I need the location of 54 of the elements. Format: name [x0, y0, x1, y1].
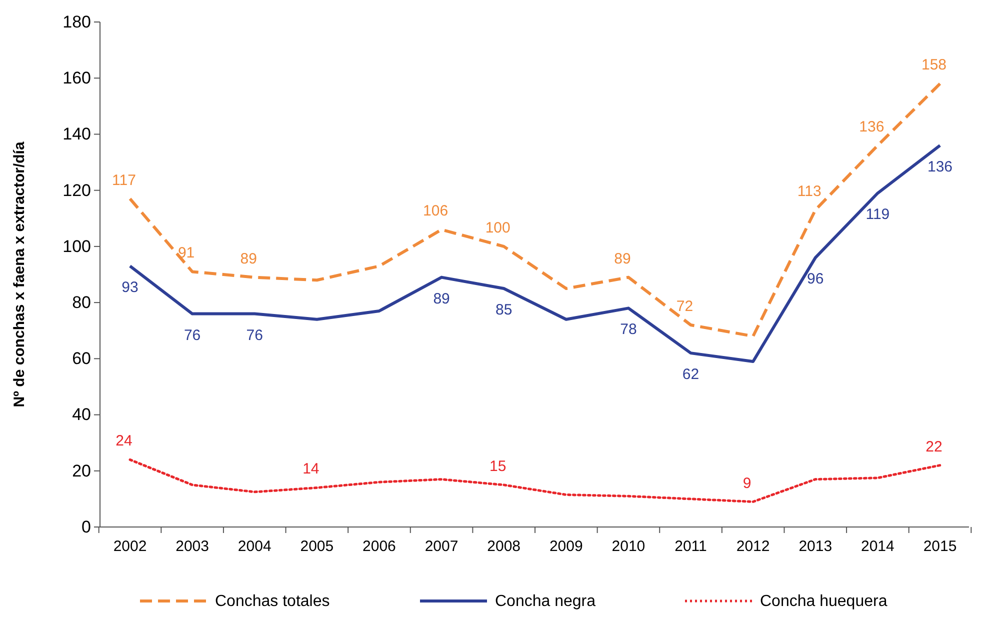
y-tick-label: 60: [72, 349, 91, 368]
x-tick-label: 2006: [362, 538, 396, 555]
x-tick-label: 2004: [238, 538, 272, 555]
y-tick-label: 0: [82, 517, 91, 536]
x-tick-label: 2007: [424, 538, 458, 555]
data-label: 117: [112, 172, 136, 189]
data-label: 15: [490, 458, 506, 475]
x-tick-label: 2010: [612, 538, 646, 555]
data-label: 89: [433, 290, 450, 308]
legend-label: Concha huequera: [760, 593, 888, 610]
data-label: 100: [485, 219, 510, 236]
x-tick-label: 2008: [487, 538, 521, 555]
data-label: 106: [423, 202, 448, 220]
y-tick-label: 20: [72, 461, 91, 480]
y-axis-title: Nº de conchas x faena x extractor/día: [11, 141, 28, 408]
y-tick-label: 140: [62, 124, 91, 144]
data-label: 76: [184, 326, 201, 344]
data-label: 85: [496, 302, 512, 319]
x-tick-label: 2011: [674, 538, 707, 555]
y-tick-label: 80: [72, 292, 91, 312]
line-series: [128, 458, 942, 503]
y-tick-label: 180: [62, 12, 91, 32]
x-tick-label: 2015: [923, 538, 957, 555]
y-tick-label: 160: [62, 68, 91, 88]
data-label: 14: [302, 460, 320, 478]
data-label: 76: [246, 326, 263, 344]
data-label: 72: [676, 298, 694, 315]
data-label: 93: [122, 279, 138, 296]
x-tick-label: 2003: [176, 538, 209, 555]
data-label: 22: [926, 438, 942, 456]
x-tick-label: 2012: [736, 538, 770, 555]
data-label: 96: [807, 270, 824, 288]
data-label: 113: [797, 182, 822, 200]
data-label: 158: [921, 56, 947, 74]
data-label: 78: [620, 321, 637, 338]
x-tick-label: 2005: [300, 538, 334, 555]
data-label: 89: [240, 250, 257, 268]
data-label: 91: [178, 244, 195, 262]
data-label: 24: [116, 432, 132, 450]
legend-label: Concha negra: [495, 593, 596, 610]
data-label: 89: [614, 250, 631, 268]
y-tick-label: 100: [62, 236, 91, 256]
data-label: 119: [866, 206, 890, 224]
y-tick-label: 120: [62, 180, 91, 200]
x-tick-label: 2002: [113, 538, 147, 555]
data-label: 136: [927, 158, 953, 176]
legend-label: Conchas totales: [215, 593, 330, 610]
x-tick-label: 2009: [549, 538, 583, 555]
data-label: 136: [859, 118, 884, 136]
y-tick-label: 40: [72, 405, 91, 424]
data-label: 9: [742, 474, 752, 492]
x-tick-label: 2014: [861, 538, 894, 555]
data-label: 62: [682, 366, 700, 384]
x-tick-label: 2013: [798, 538, 832, 555]
